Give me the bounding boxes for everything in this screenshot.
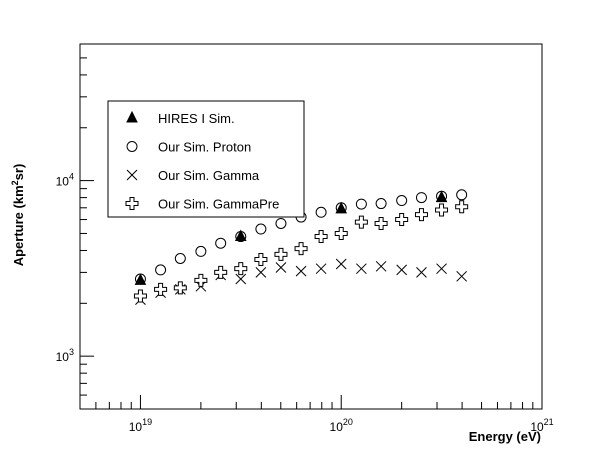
legend-marker-open-plus (125, 197, 139, 210)
data-point-cross (416, 267, 427, 278)
data-point-open-circle (215, 237, 227, 249)
legend-box (107, 100, 305, 218)
data-point-cross (396, 264, 408, 276)
y-tick-label-exponent: 4 (69, 172, 74, 182)
data-point-open-circle (456, 189, 468, 201)
x-tick-label-exponent: 21 (544, 417, 554, 427)
x-tick-label-exponent: 19 (142, 417, 152, 427)
data-point-open-circle (415, 192, 427, 204)
data-point-open-circle (396, 195, 408, 207)
data-point-open-plus (133, 289, 147, 303)
data-point-open-plus (294, 242, 308, 256)
legend-label: Our Sim. Proton (158, 140, 251, 155)
data-point-cross (356, 263, 367, 275)
y-tick-label-base: 10 (56, 175, 70, 189)
y-axis-label-part-a: Aperture (km (11, 185, 26, 266)
data-point-open-plus (414, 208, 428, 222)
data-point-open-circle (375, 198, 387, 210)
data-point-open-plus (194, 273, 208, 287)
data-point-filled-triangle (234, 229, 247, 242)
data-point-open-plus (354, 215, 368, 229)
data-point-open-plus (214, 265, 228, 279)
x-tick-label: 1019 (129, 417, 152, 434)
data-point-open-circle (155, 264, 167, 276)
data-point-open-circle (315, 206, 327, 218)
legend-label: Our Sim. Gamma (158, 168, 260, 183)
legend-label: Our Sim. GammaPre (158, 197, 279, 212)
data-point-open-plus (314, 230, 328, 244)
series-filled-triangle (134, 190, 448, 285)
legend-marker-cross (126, 169, 138, 181)
data-point-open-plus (154, 282, 168, 296)
data-point-open-plus (455, 200, 469, 214)
data-point-open-plus (254, 253, 268, 267)
y-tick-label: 103 (56, 347, 74, 364)
x-tick-label-exponent: 20 (343, 417, 353, 427)
data-point-filled-triangle (435, 190, 448, 203)
data-point-open-plus (334, 226, 348, 240)
data-point-filled-triangle (134, 273, 147, 285)
y-tick-label: 104 (56, 172, 74, 189)
data-point-open-circle (355, 198, 367, 210)
data-point-open-circle (195, 245, 207, 257)
data-point-filled-triangle (335, 201, 348, 214)
data-point-cross (255, 267, 267, 278)
y-axis-label: Aperture (km2sr) (10, 164, 26, 267)
x-tick-label-base: 10 (530, 420, 544, 434)
data-point-open-plus (435, 203, 449, 217)
data-point-cross (315, 263, 327, 275)
y-axis-label-part-b: sr) (11, 164, 26, 181)
data-point-cross (436, 263, 447, 275)
data-markers (133, 189, 469, 305)
series-cross (135, 258, 468, 305)
data-point-open-circle (275, 217, 287, 229)
x-axis-label: Energy (eV) (469, 429, 541, 444)
plot-frame (79, 43, 543, 410)
x-tick-label: 1020 (330, 417, 353, 434)
data-point-cross (335, 258, 347, 270)
data-point-cross (275, 262, 287, 273)
data-point-open-plus (173, 281, 187, 295)
data-point-open-plus (234, 262, 248, 276)
y-tick-label-exponent: 3 (69, 347, 74, 357)
data-point-open-circle (174, 252, 186, 264)
y-tick-label-base: 10 (56, 350, 70, 364)
x-tick-label-base: 10 (129, 420, 143, 434)
series-open-plus (133, 200, 469, 303)
x-tick-label: 1021 (530, 417, 553, 434)
plot-frame-box (79, 43, 543, 410)
legend: HIRES I Sim. Our Sim. Proton Our Sim. Gamm… (107, 100, 305, 218)
data-point-cross (375, 260, 387, 272)
data-point-cross (456, 270, 468, 282)
legend-label: HIRES I Sim. (158, 111, 235, 126)
data-point-open-plus (274, 247, 288, 261)
x-tick-label-base: 10 (330, 420, 344, 434)
data-point-cross (235, 273, 247, 285)
data-point-open-plus (374, 216, 388, 230)
legend-marker-open-circle (126, 141, 138, 152)
data-point-open-plus (395, 213, 409, 227)
data-point-cross (295, 265, 307, 277)
y-axis-label-superscript: 2 (10, 180, 20, 185)
legend-marker-filled-triangle (126, 110, 138, 123)
data-point-open-circle (255, 223, 267, 235)
